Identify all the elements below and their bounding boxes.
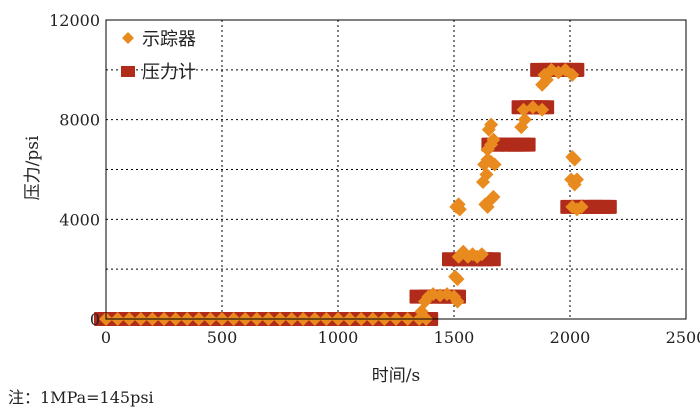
tracer-point xyxy=(470,249,485,264)
tracer-point xyxy=(565,67,580,82)
tracer-point xyxy=(535,102,550,117)
tracer-point xyxy=(517,112,532,127)
tracer-point xyxy=(486,132,501,147)
y-tick-label: 0 xyxy=(90,310,100,329)
gauge-point xyxy=(592,199,617,214)
legend: 示踪器 压力计 xyxy=(121,29,196,83)
tracer-point xyxy=(574,199,589,214)
y-axis-title: 压力/psi xyxy=(23,135,43,200)
tracer-point xyxy=(569,172,584,187)
y-tick-label: 12000 xyxy=(49,11,100,30)
tracer-point xyxy=(487,157,502,172)
x-axis-title: 时间/s xyxy=(372,366,420,386)
x-tick-label: 2000 xyxy=(550,328,591,347)
gauge-point xyxy=(511,137,536,152)
x-tick-label: 1500 xyxy=(434,328,475,347)
tracer-point xyxy=(450,294,465,309)
tracer-point xyxy=(460,249,475,264)
x-tick-label: 500 xyxy=(207,328,238,347)
legend-label-tracer: 示踪器 xyxy=(142,29,196,50)
tracer-point xyxy=(484,117,499,132)
tracer-point xyxy=(450,272,465,287)
series-layer xyxy=(94,62,617,326)
grid-layer xyxy=(106,20,686,319)
footnote: 注：1MPa=145psi xyxy=(8,388,154,407)
plot-frame xyxy=(105,19,687,320)
tracer-point xyxy=(451,249,466,264)
tracer-point xyxy=(474,247,489,262)
y-tick-label: 4000 xyxy=(59,210,100,229)
legend-marker-gauge xyxy=(121,66,135,77)
tracer-point xyxy=(465,247,480,262)
legend-label-gauge: 压力计 xyxy=(142,62,196,83)
tracer-point xyxy=(486,189,501,204)
tracer-point xyxy=(451,197,466,212)
legend-marker-tracer xyxy=(122,32,134,44)
tracer-point xyxy=(567,152,582,167)
x-tick-label: 1000 xyxy=(318,328,359,347)
x-tick-label: 0 xyxy=(101,328,111,347)
y-tick-label: 8000 xyxy=(59,111,100,130)
tracer-point xyxy=(479,167,494,182)
